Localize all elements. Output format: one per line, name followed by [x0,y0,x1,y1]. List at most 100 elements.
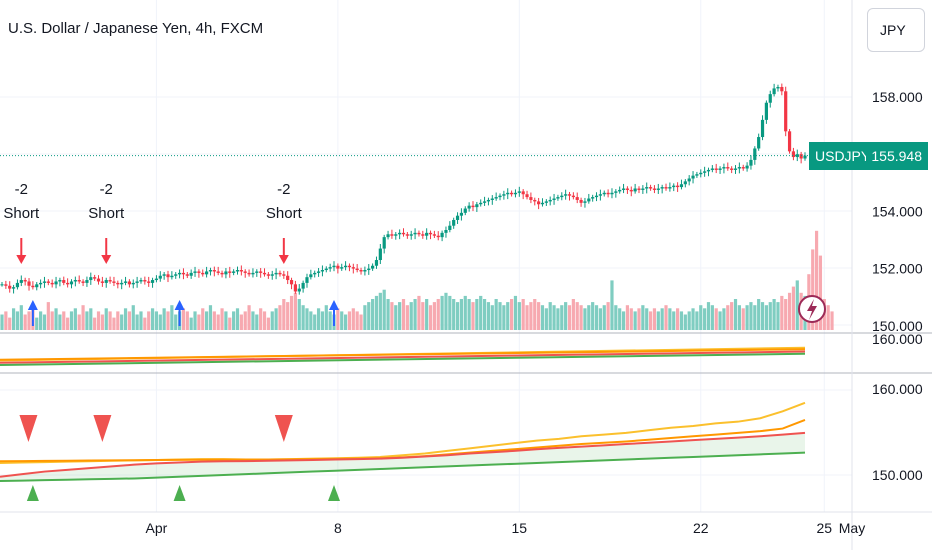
volume-bar [247,305,251,330]
candle [259,271,263,273]
candle [23,280,27,282]
candle [444,229,448,233]
candle [77,280,81,282]
volume-bar [826,305,830,330]
candle [417,232,421,235]
volume-bar [417,295,421,330]
candle [274,272,278,275]
volume-bar [270,311,274,330]
candle [560,195,564,198]
volume-bar [486,302,491,330]
volume-bar [77,314,81,330]
candle [235,270,240,272]
candle [174,274,178,276]
candle [332,265,336,268]
candle [506,192,510,195]
candle [509,192,514,195]
candle [313,272,317,275]
candle [687,178,691,182]
candle [289,280,294,285]
volume-bar [150,308,155,330]
candle [282,274,286,276]
time-tick-label: May [839,520,865,536]
candle [479,202,483,205]
candle [652,188,657,190]
candle [757,137,761,149]
candle [587,198,591,202]
volume-bar [201,308,205,330]
volume-bar [749,302,753,330]
candle [232,271,236,273]
volume-bar [220,308,224,330]
volume-bar [509,299,514,330]
volume-bar [401,299,406,330]
volume-bar [174,314,178,330]
candle [243,271,247,273]
volume-bar [668,308,672,330]
candle [656,188,660,190]
currency-button[interactable]: JPY [867,8,925,52]
candle [730,168,734,170]
candle [567,194,572,196]
candle [316,271,321,273]
volume-bar [4,311,8,330]
volume-bar [718,311,722,330]
volume-bar [494,299,498,330]
volume-bar [166,311,170,330]
volume-bar [645,308,649,330]
volume-bar [571,299,575,330]
volume-bar [610,280,614,330]
volume-bar [436,299,440,330]
volume-bar [239,314,243,330]
candle [598,194,602,196]
volume-bar [679,311,684,330]
volume-bar [135,314,139,330]
candle [803,155,807,159]
candle [695,174,699,176]
candle [517,191,521,193]
candle [62,280,66,283]
candle [371,265,375,269]
lower-tick-label: 160.000 [872,381,923,397]
candle [27,281,31,286]
candle [85,280,89,283]
candle [127,281,131,285]
volume-bar [722,308,726,330]
candle [104,280,108,283]
time-tick-label: 25 [817,520,833,536]
candle [521,191,525,195]
candle [618,189,622,192]
volume-bar [131,305,135,330]
volume-bar [795,280,799,330]
volume-bar [409,302,413,330]
volume-bar [780,295,784,330]
volume-bar [386,299,390,330]
candle [799,154,803,159]
volume-bar [703,308,707,330]
up-arrow-icon [27,300,38,310]
volume-bar [11,308,16,330]
candle [262,272,267,275]
volume-bar [757,299,761,330]
candle [753,148,757,160]
candle [548,199,552,202]
candle [436,235,440,238]
volume-bar [591,302,595,330]
down-arrow-icon [278,255,289,264]
candle [733,168,738,170]
candle [683,181,687,185]
volume-bar [633,311,637,330]
volume-bar [730,302,734,330]
volume-bar [224,311,228,330]
candle [664,187,668,189]
volume-bar [564,302,568,330]
candle [278,272,282,275]
candle [633,188,637,192]
candle [440,232,444,238]
volume-bar [660,308,664,330]
triangle-icon [26,485,39,501]
volume-bar [699,305,703,330]
candle [93,277,97,279]
candle [602,192,606,195]
